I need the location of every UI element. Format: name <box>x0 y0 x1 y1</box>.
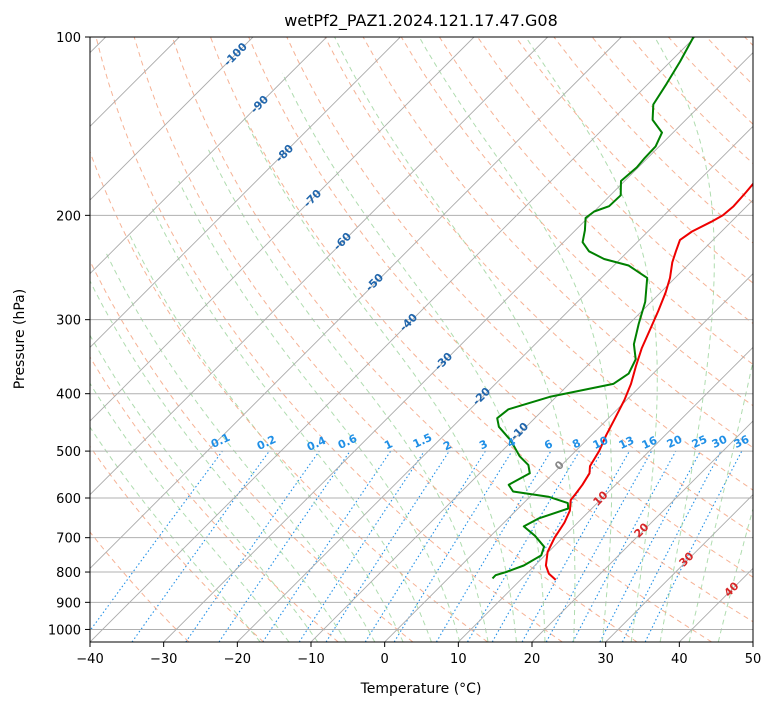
dry-adiabat <box>515 37 753 284</box>
dry-adiabat <box>90 356 339 642</box>
dry-adiabat <box>400 37 753 407</box>
mixing-ratio-lines <box>90 450 743 642</box>
isotherm <box>605 494 753 642</box>
isotherm <box>310 199 753 642</box>
x-tick-label: 0 <box>381 652 389 667</box>
line-label: 25 <box>690 433 709 451</box>
isotherm <box>384 273 753 642</box>
isotherm <box>90 37 622 569</box>
isotherm <box>90 37 696 642</box>
mixing-ratio-line <box>131 450 270 642</box>
dry-adiabat <box>210 37 753 623</box>
moist-adiabat <box>178 180 461 642</box>
y-tick-label: 400 <box>56 388 81 403</box>
moist-adiabat <box>654 37 715 642</box>
y-tick-label: 800 <box>56 566 81 581</box>
mixing-ratio-line <box>393 450 513 642</box>
y-tick-label: 1000 <box>48 623 81 638</box>
mixing-ratio-line <box>90 450 223 632</box>
plot-frame <box>89 36 754 643</box>
dry-adiabat <box>171 37 712 642</box>
y-tick-label: 300 <box>56 314 81 329</box>
x-axis-ticks: −40 −30 −20 −10 0 10 20 30 40 50 <box>76 642 761 667</box>
mixing-ratio-line <box>262 450 392 642</box>
y-tick-label: 900 <box>56 596 81 611</box>
line-label: 36 <box>732 433 752 451</box>
pressure-gridlines <box>90 37 753 630</box>
y-axis-title: Pressure (hPa) <box>12 289 28 389</box>
isotherm <box>90 37 548 496</box>
mixing-ratio-line <box>218 450 351 642</box>
x-tick-label: 30 <box>597 652 614 667</box>
moist-adiabat <box>525 37 658 642</box>
y-tick-label: 700 <box>56 532 81 547</box>
dewpoint-profile-line <box>491 37 695 580</box>
line-label: 20 <box>665 433 685 451</box>
x-tick-label: −10 <box>297 652 324 667</box>
isotherm <box>752 641 753 642</box>
line-label: 30 <box>710 433 730 451</box>
isotherm <box>90 37 327 275</box>
moist-adiabat <box>128 233 404 642</box>
moist-adiabat <box>281 72 546 642</box>
isotherm <box>237 125 753 642</box>
isotherm <box>90 37 401 348</box>
mixing-ratio-line <box>644 450 743 642</box>
y-tick-label: 500 <box>56 445 81 460</box>
mixing-ratio-line <box>185 450 320 642</box>
dry-adiabat <box>90 531 190 642</box>
isotherms <box>90 37 753 642</box>
moist-adiabat <box>334 37 576 642</box>
mixing-ratio-line <box>572 450 677 642</box>
dry-adiabat <box>133 37 638 642</box>
moist-adiabat <box>90 426 261 642</box>
mixing-ratio-line <box>298 450 425 642</box>
y-tick-label: 600 <box>56 492 81 507</box>
isotherm <box>163 52 753 642</box>
x-tick-label: −20 <box>224 652 251 667</box>
x-tick-label: 40 <box>671 652 688 667</box>
moist-adiabat <box>152 208 432 642</box>
dry-adiabat <box>248 37 753 578</box>
chart-title: wetPf2_PAZ1.2024.121.17.47.G08 <box>284 11 558 31</box>
temperature-profile-line <box>544 182 753 581</box>
moist-adiabat <box>90 279 347 642</box>
mixing-ratio-line <box>521 450 630 642</box>
x-tick-label: 20 <box>524 652 541 667</box>
line-label: 16 <box>640 434 660 452</box>
x-tick-label: 10 <box>450 652 467 667</box>
dry-adiabat <box>90 150 488 642</box>
isotherm <box>90 37 254 201</box>
y-axis-ticks: 100 200 300 400 500 600 700 800 900 1000 <box>48 31 90 638</box>
y-tick-label: 200 <box>56 209 81 224</box>
isotherm <box>531 420 753 642</box>
x-tick-label: 50 <box>745 652 762 667</box>
isotherm <box>458 346 753 642</box>
moist-adiabat <box>242 113 517 642</box>
x-tick-label: −40 <box>76 652 103 667</box>
x-tick-label: −30 <box>150 652 177 667</box>
moist-adiabat <box>104 251 376 642</box>
dry-adiabat <box>438 37 753 366</box>
mixing-ratio-line <box>545 450 653 642</box>
x-axis-title: Temperature (°C) <box>360 681 482 697</box>
dry-adiabat <box>95 37 563 642</box>
line-label: 13 <box>617 434 636 452</box>
isotherm <box>90 37 475 422</box>
sounding-series <box>491 37 753 581</box>
plot-area: -100-90-80-70-60-50-40-30-20-10010203040… <box>90 37 753 642</box>
moist-adiabat <box>418 37 613 642</box>
line-label: 10 <box>591 434 611 452</box>
y-tick-label: 100 <box>56 31 81 46</box>
mixing-ratio-line <box>325 450 450 642</box>
dry-adiabat <box>90 445 264 642</box>
